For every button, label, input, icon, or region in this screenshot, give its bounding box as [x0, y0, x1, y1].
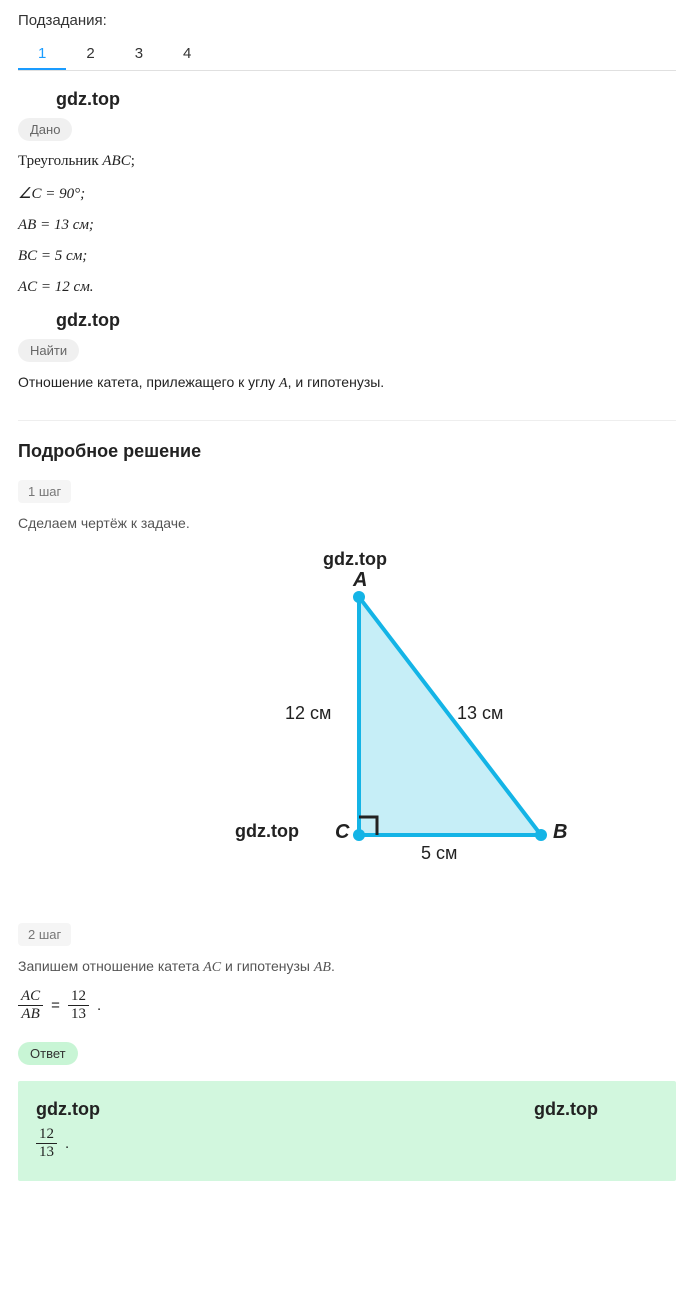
given-angle-c: ∠C = 90°; [18, 184, 676, 203]
equals-sign: = [51, 997, 60, 1014]
watermark-diagram-top: gdz.top [323, 549, 387, 570]
edge-label-ac: 12 см [285, 703, 331, 724]
vertex-label-b: B [553, 821, 567, 844]
find-suffix: , и гипотенузы. [288, 374, 385, 390]
find-text: Отношение катета, прилежащего к углу A, … [18, 374, 676, 392]
fraction-left: AC AB [18, 988, 43, 1024]
vertex-c-dot [353, 829, 365, 841]
solution-title: Подробное решение [18, 441, 676, 462]
vertex-label-c: C [335, 821, 349, 844]
find-prefix: Отношение катета, прилежащего к углу [18, 374, 279, 390]
given-ab: AB = 13 см; [18, 217, 676, 234]
answer-fraction: 12 13 [36, 1126, 57, 1162]
equation-period: . [97, 997, 101, 1014]
semicolon: ; [131, 153, 135, 169]
triangle-symbol: ABC [102, 153, 130, 169]
divider [18, 420, 676, 421]
step1-tag: 1 шаг [18, 480, 71, 503]
triangle-shape [359, 597, 541, 835]
fraction-left-den: AB [18, 1005, 42, 1023]
watermark-answer-right: gdz.top [534, 1099, 598, 1120]
watermark-find: gdz.top [56, 310, 676, 331]
step2-text: Запишем отношение катета AC и гипотенузы… [18, 958, 676, 976]
tab-4[interactable]: 4 [163, 39, 211, 70]
step2-tag: 2 шаг [18, 923, 71, 946]
answer-period: . [65, 1135, 69, 1152]
answer-den: 13 [36, 1143, 57, 1161]
given-bc: BC = 5 см; [18, 248, 676, 265]
find-angle-a: A [279, 376, 288, 391]
answer-fraction-line: 12 13 . [36, 1126, 658, 1162]
fraction-right-num: 12 [68, 988, 89, 1005]
step2-suffix: . [331, 958, 335, 974]
watermark-diagram-bottom: gdz.top [235, 821, 299, 842]
fraction-right: 12 13 [68, 988, 89, 1024]
vertex-b-dot [535, 829, 547, 841]
answer-num: 12 [36, 1126, 57, 1143]
tab-1[interactable]: 1 [18, 39, 66, 70]
vertex-a-dot [353, 591, 365, 603]
subtask-tabs: 1 2 3 4 [18, 39, 676, 71]
tab-3[interactable]: 3 [115, 39, 163, 70]
edge-label-cb: 5 см [421, 843, 457, 864]
step2-prefix: Запишем отношение катета [18, 958, 203, 974]
subtasks-label: Подзадания: [18, 12, 676, 29]
edge-label-ab: 13 см [457, 703, 503, 724]
given-tag: Дано [18, 118, 72, 141]
answer-box: gdz.top gdz.top 12 13 . [18, 1081, 676, 1182]
triangle-diagram: gdz.top A C B 12 см 13 см 5 см gdz.top [137, 543, 557, 903]
watermark-header: gdz.top [56, 89, 676, 110]
watermark-answer-left: gdz.top [36, 1099, 100, 1120]
given-triangle-text: Треугольник [18, 153, 102, 169]
fraction-left-num: AC [18, 988, 43, 1005]
find-tag: Найти [18, 339, 79, 362]
given-ac: AC = 12 см. [18, 279, 676, 296]
fraction-right-den: 13 [68, 1005, 89, 1023]
tab-2[interactable]: 2 [66, 39, 114, 70]
vertex-label-a: A [353, 569, 367, 592]
step2-ac: AC [203, 960, 221, 975]
given-triangle: Треугольник ABC; [18, 153, 676, 170]
answer-tag: Ответ [18, 1042, 78, 1065]
equation-line: AC AB = 12 13 . [18, 988, 676, 1024]
step2-mid: и гипотенузы [221, 958, 314, 974]
step1-text: Сделаем чертёж к задаче. [18, 515, 676, 531]
step2-ab: AB [314, 960, 331, 975]
